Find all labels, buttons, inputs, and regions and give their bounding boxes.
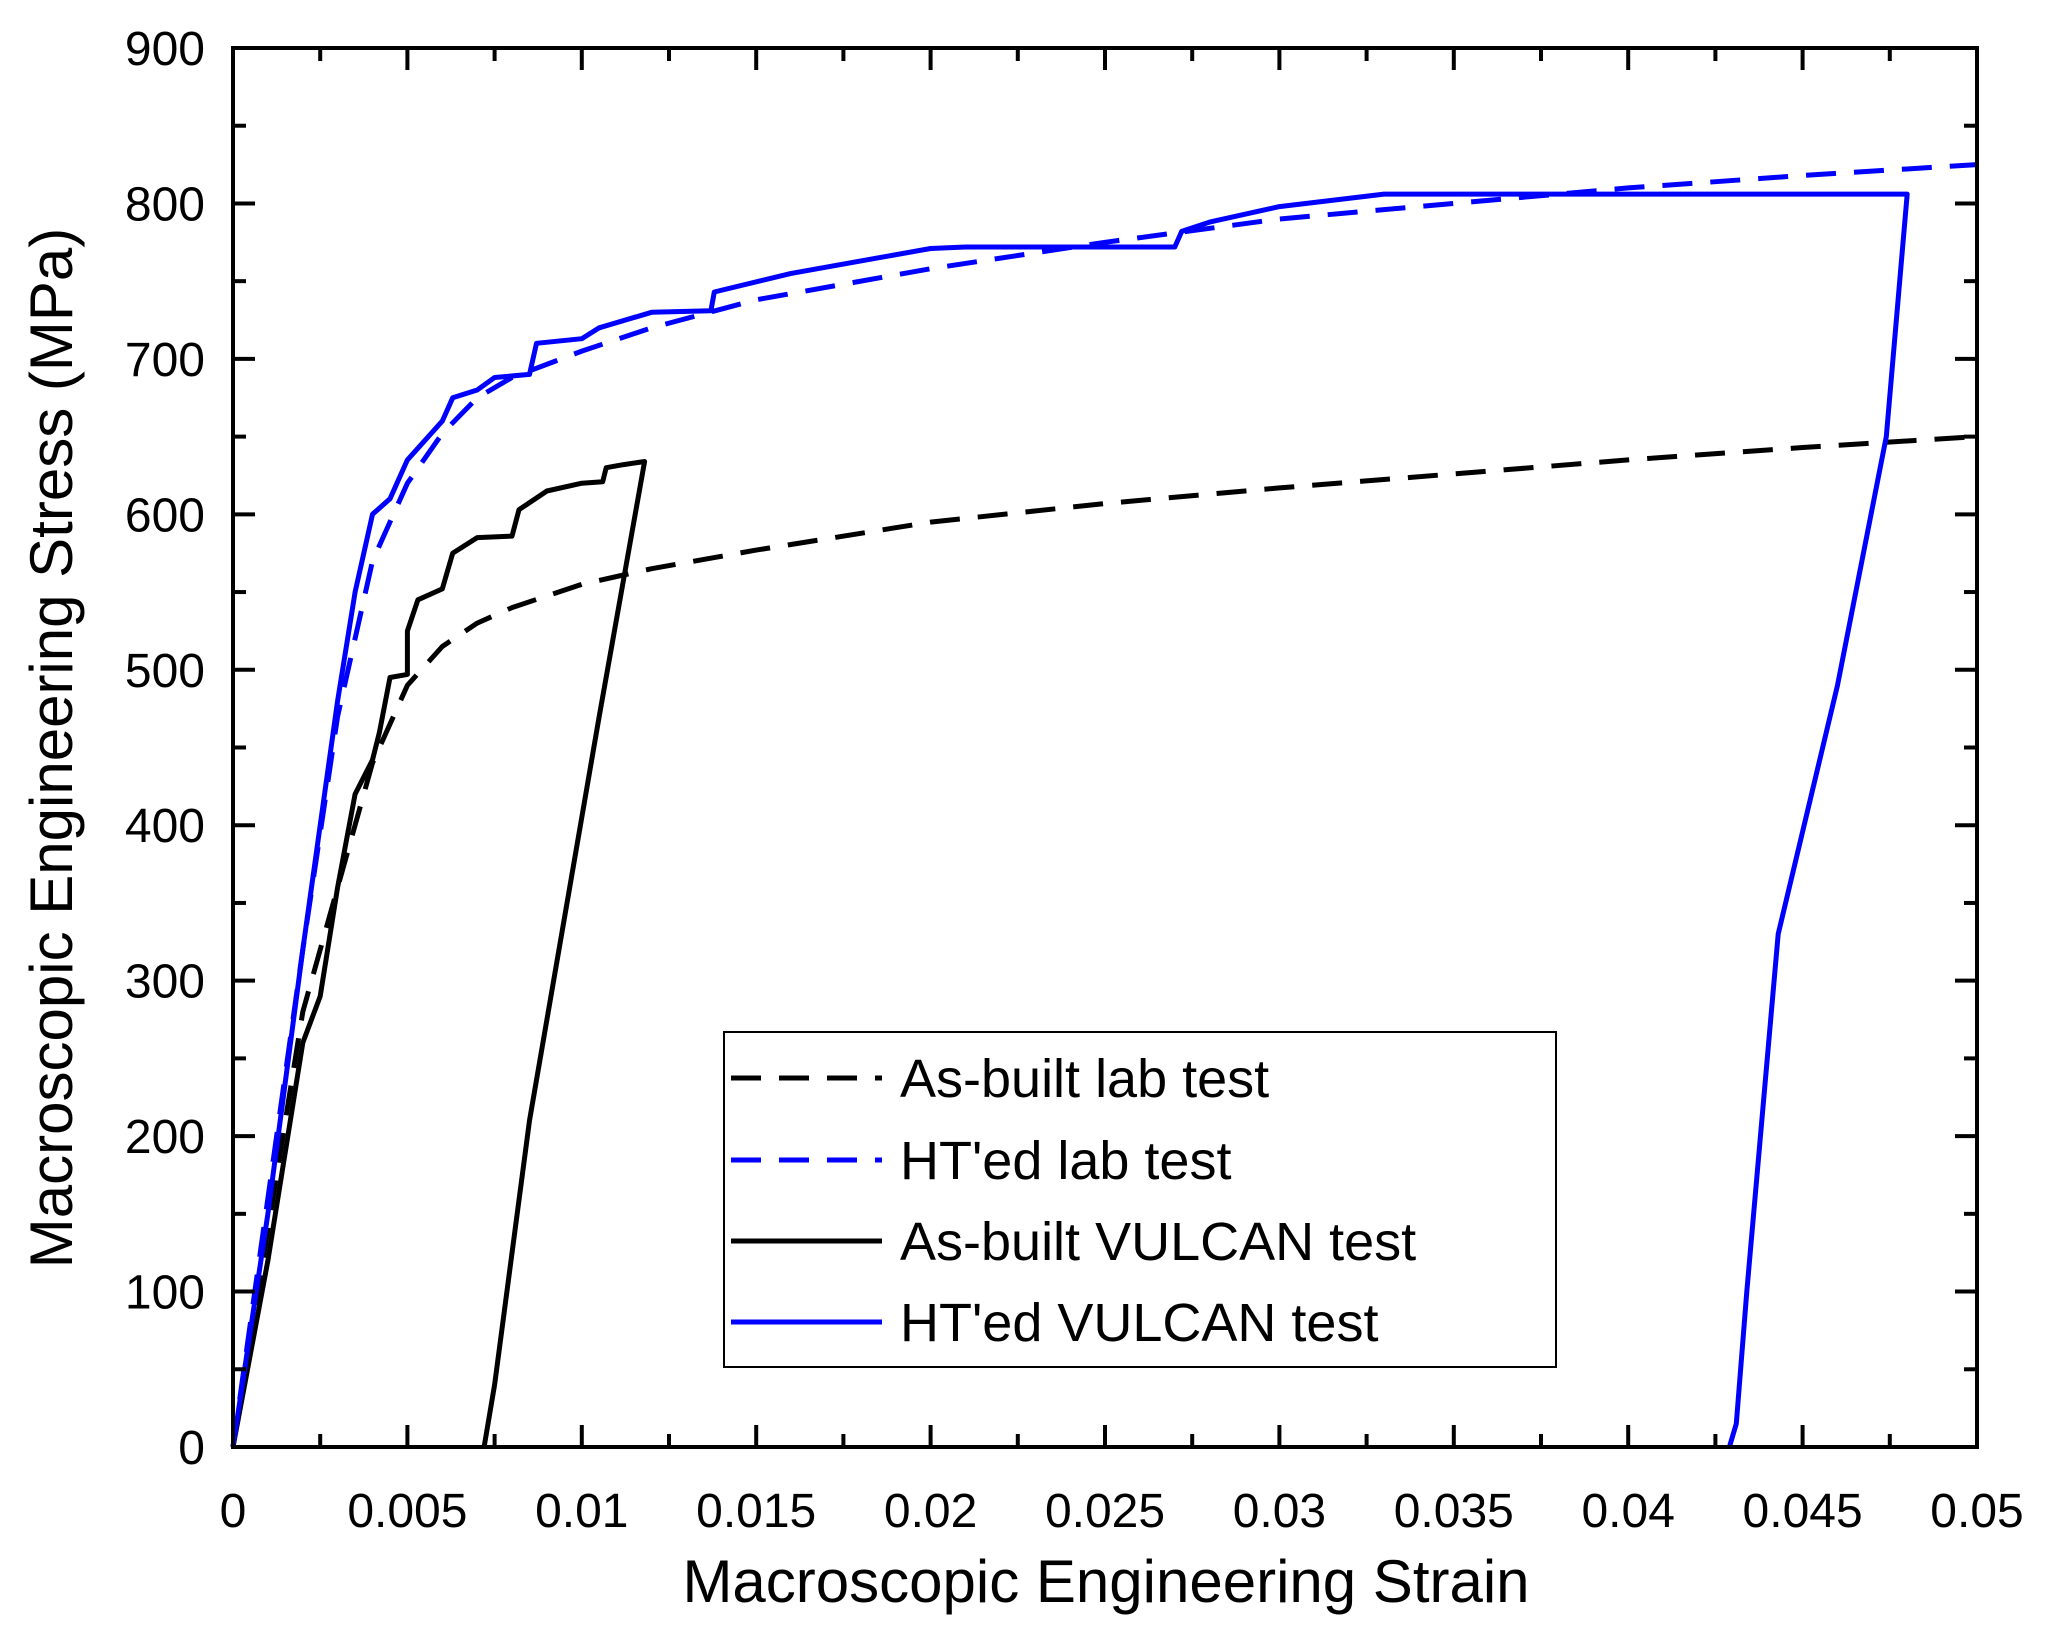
x-tick-label: 0.02: [884, 1485, 977, 1538]
y-tick-label: 300: [125, 956, 205, 1009]
y-tick-label: 200: [125, 1111, 205, 1164]
y-axis-label: Macroscopic Engineering Stress (MPa): [18, 228, 85, 1268]
series-as-built-vulcan-test: [230, 459, 648, 1448]
x-tick-label: 0.01: [535, 1485, 628, 1538]
y-tick-label: 400: [125, 800, 205, 853]
y-tick-label: 800: [125, 178, 205, 231]
x-tick-label: 0: [220, 1485, 247, 1538]
ticks: 0 0.005 0.01 0.015 0.02 0.025 0.03 0.035 0.04 0.0…: [125, 23, 2024, 1538]
y-tick-label: 0: [178, 1422, 205, 1475]
x-tick-label: 0.015: [696, 1485, 816, 1538]
x-tick-label: 0.05: [1930, 1485, 2023, 1538]
series-ht-ed-vulcan-test: [230, 191, 1910, 1448]
y-tick-label: 100: [125, 1267, 205, 1320]
series-ht-ed-lab-test: [230, 162, 1978, 1448]
x-tick-label: 0.03: [1233, 1485, 1326, 1538]
legend-box: [723, 1031, 1557, 1368]
legend-label: HT'ed VULCAN test: [900, 1293, 1378, 1353]
y-tick-label: 500: [125, 645, 205, 698]
legend: As-built lab test HT'ed lab test As-built …: [723, 1031, 1557, 1368]
legend-label: HT'ed lab test: [900, 1131, 1231, 1191]
x-tick-label: 0.04: [1581, 1485, 1674, 1538]
curves: [230, 162, 1978, 1448]
x-tick-label: 0.005: [347, 1485, 467, 1538]
y-tick-label: 900: [125, 23, 205, 76]
x-axis-label: Macroscopic Engineering Strain: [682, 1548, 1529, 1615]
y-tick-label: 600: [125, 489, 205, 542]
x-tick-label: 0.045: [1743, 1485, 1863, 1538]
y-tick-label: 700: [125, 334, 205, 387]
legend-label: As-built VULCAN test: [900, 1212, 1416, 1272]
series-as-built-lab-test: [230, 434, 1978, 1448]
legend-label: As-built lab test: [900, 1049, 1269, 1109]
x-tick-label: 0.025: [1045, 1485, 1165, 1538]
x-tick-label: 0.035: [1394, 1485, 1514, 1538]
